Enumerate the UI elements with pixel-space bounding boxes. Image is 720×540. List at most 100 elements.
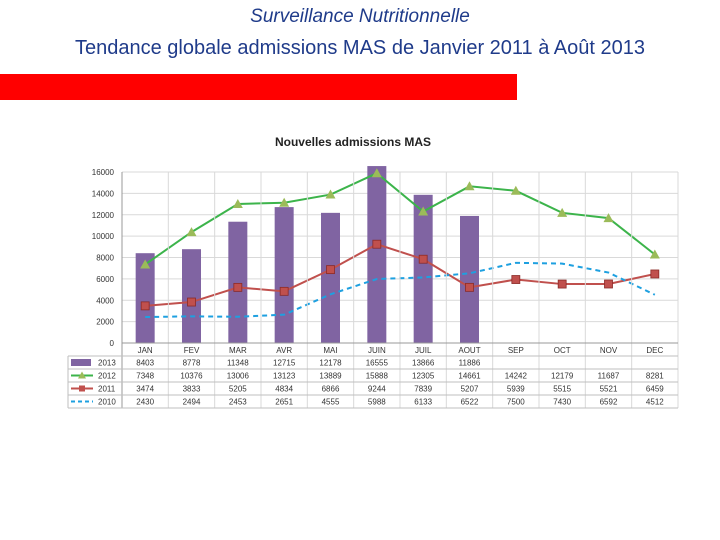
data-label-2010: 5988 bbox=[368, 398, 386, 407]
data-label-2012: 14661 bbox=[458, 372, 481, 381]
y-axis: 0 2000 4000 6000 8000 10000 12000 14000 16000 bbox=[92, 168, 115, 348]
data-label-2011: 4834 bbox=[275, 385, 293, 394]
point-2012 bbox=[279, 197, 290, 207]
x-category-label: JAN bbox=[138, 346, 153, 355]
data-label-2010: 6522 bbox=[461, 398, 479, 407]
point-2012 bbox=[232, 198, 243, 208]
data-label-2011: 6459 bbox=[646, 385, 664, 394]
point-2011 bbox=[557, 279, 567, 289]
legend-marker-2011 bbox=[79, 385, 85, 392]
chart-title: Nouvelles admissions MAS bbox=[275, 135, 431, 149]
legend-key-2013 bbox=[71, 359, 91, 366]
x-category-label: FEV bbox=[184, 346, 200, 355]
data-label-2011: 3833 bbox=[183, 385, 201, 394]
y-tick-label: 2000 bbox=[96, 318, 114, 327]
x-category-label: JUIN bbox=[368, 346, 386, 355]
x-category-label: JUIL bbox=[415, 346, 432, 355]
bar-2013 bbox=[135, 253, 155, 343]
y-tick-label: 14000 bbox=[92, 189, 115, 198]
point-2011 bbox=[604, 279, 613, 289]
admissions-chart: Nouvelles admissions MAS 0 2000 4000 6000 80… bbox=[67, 135, 679, 409]
point-2012 bbox=[371, 168, 382, 178]
data-label-2013: 8403 bbox=[136, 359, 154, 368]
bar-2013 bbox=[413, 194, 433, 343]
x-category-label: SEP bbox=[508, 346, 524, 355]
point-2011 bbox=[279, 286, 289, 296]
data-label-2011: 5207 bbox=[461, 385, 479, 394]
data-label-2010: 6592 bbox=[600, 398, 618, 407]
x-category-label: OCT bbox=[554, 346, 571, 355]
bar-2013 bbox=[274, 207, 294, 343]
point-2012 bbox=[464, 181, 475, 191]
data-label-2011: 6866 bbox=[322, 385, 340, 394]
legend-label: 2011 bbox=[98, 385, 116, 394]
point-2012 bbox=[186, 227, 197, 237]
y-tick-label: 0 bbox=[110, 339, 115, 348]
data-label-2010: 2494 bbox=[183, 398, 201, 407]
slide-subtitle: Tendance globale admissions MAS de Janvi… bbox=[74, 37, 645, 59]
bar-2013 bbox=[367, 166, 387, 343]
point-2011 bbox=[187, 297, 196, 307]
y-tick-label: 6000 bbox=[96, 275, 114, 284]
data-label-2011: 3474 bbox=[136, 385, 154, 394]
red-accent-bar bbox=[0, 74, 517, 100]
y-tick-label: 8000 bbox=[96, 254, 114, 263]
data-label-2012: 7348 bbox=[136, 372, 154, 381]
slide-title: Surveillance Nutritionnelle bbox=[250, 6, 470, 27]
point-2011 bbox=[465, 282, 474, 292]
point-2012 bbox=[603, 213, 614, 223]
data-label-2012: 8281 bbox=[646, 372, 664, 381]
point-2011 bbox=[372, 239, 382, 249]
legend-marker-2012 bbox=[78, 371, 86, 379]
data-label-2011: 5939 bbox=[507, 385, 525, 394]
bar-2013 bbox=[460, 215, 479, 343]
x-category-label: AOUT bbox=[458, 346, 480, 355]
bar-2013 bbox=[321, 212, 340, 343]
data-label-2011: 7839 bbox=[414, 385, 432, 394]
data-label-2011: 5205 bbox=[229, 385, 247, 394]
data-label-2010: 2651 bbox=[275, 398, 293, 407]
data-label-2010: 7430 bbox=[553, 398, 571, 407]
data-label-2010: 4512 bbox=[646, 398, 664, 407]
x-category-label: DEC bbox=[646, 346, 663, 355]
data-label-2012: 15888 bbox=[366, 372, 389, 381]
point-2012 bbox=[557, 207, 568, 217]
point-2011 bbox=[140, 301, 150, 311]
data-label-2012: 13123 bbox=[273, 372, 296, 381]
legend-label: 2010 bbox=[98, 398, 116, 407]
point-2011 bbox=[511, 275, 521, 284]
data-label-2010: 4555 bbox=[322, 398, 340, 407]
y-tick-label: 12000 bbox=[92, 211, 115, 220]
data-label-2010: 6133 bbox=[414, 398, 432, 407]
data-label-2012: 12179 bbox=[551, 372, 574, 381]
data-label-2013: 8778 bbox=[183, 359, 201, 368]
point-2011 bbox=[418, 254, 428, 264]
point-2012 bbox=[418, 206, 429, 216]
bar-2013 bbox=[182, 249, 201, 343]
data-label-2011: 9244 bbox=[368, 385, 386, 394]
point-2011 bbox=[650, 269, 660, 279]
data-label-2013: 12178 bbox=[319, 359, 342, 368]
point-2012 bbox=[140, 259, 151, 269]
data-label-2010: 2453 bbox=[229, 398, 247, 407]
y-tick-label: 10000 bbox=[92, 232, 115, 241]
data-label-2012: 13006 bbox=[227, 372, 250, 381]
data-label-2012: 12305 bbox=[412, 372, 435, 381]
legend-label: 2012 bbox=[98, 372, 116, 381]
data-label-2012: 13889 bbox=[319, 372, 342, 381]
point-2011 bbox=[326, 265, 335, 275]
point-2012 bbox=[325, 189, 336, 199]
x-category-label: AVR bbox=[276, 346, 292, 355]
data-label-2011: 5515 bbox=[553, 385, 571, 394]
data-label-2013: 13866 bbox=[412, 359, 435, 368]
legend-label: 2013 bbox=[98, 359, 116, 368]
data-label-2013: 12715 bbox=[273, 359, 296, 368]
data-label-2013: 11348 bbox=[227, 359, 249, 368]
x-category-label: NOV bbox=[600, 346, 618, 355]
point-2012 bbox=[649, 249, 660, 259]
bar-series-2013 bbox=[135, 166, 479, 343]
data-table: JAN FEV MAR AVR MAI JUIN JUIL AOUT SEP OCT NOV DEC 2… bbox=[67, 172, 679, 409]
data-label-2013: 11886 bbox=[459, 359, 481, 368]
data-label-2012: 11687 bbox=[598, 372, 620, 381]
y-tick-label: 16000 bbox=[92, 168, 115, 177]
